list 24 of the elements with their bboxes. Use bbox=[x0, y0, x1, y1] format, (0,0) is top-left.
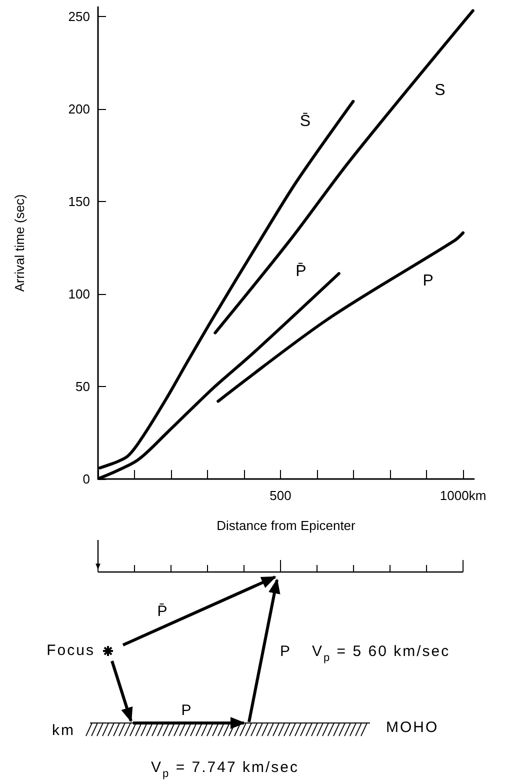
series-label: P bbox=[422, 272, 434, 290]
text: P bbox=[181, 702, 193, 719]
y-tick-label: 100 bbox=[68, 286, 90, 302]
y-tick-label: 0 bbox=[82, 472, 90, 486]
x-tick-label: 1000km bbox=[440, 488, 486, 503]
y-tick-label: 50 bbox=[76, 378, 90, 394]
text: Focus bbox=[46, 642, 95, 659]
y-tick-label: 200 bbox=[68, 101, 90, 116]
text: km bbox=[52, 722, 75, 739]
y-tick-label: 150 bbox=[68, 194, 90, 209]
text: MOHO bbox=[386, 718, 439, 736]
text: V$_{p}$ = 5 60 km/sec bbox=[312, 642, 450, 664]
series-label: P̄ bbox=[296, 262, 306, 280]
text: V$_{p}$ = 7.747 km/sec bbox=[151, 758, 299, 780]
line-series bbox=[216, 231, 465, 403]
line-series bbox=[214, 9, 474, 334]
series-label: S bbox=[434, 82, 446, 100]
y-tick-label: 250 bbox=[68, 8, 90, 24]
y-axis-title: Arrival time (sec) bbox=[12, 194, 27, 292]
x-axis-title: Distance from Epicenter bbox=[216, 518, 356, 533]
x-tick-label: 500 bbox=[270, 488, 292, 503]
text: P bbox=[280, 642, 292, 660]
series-label: S̄ bbox=[300, 112, 311, 130]
text: P̄ bbox=[157, 602, 169, 620]
